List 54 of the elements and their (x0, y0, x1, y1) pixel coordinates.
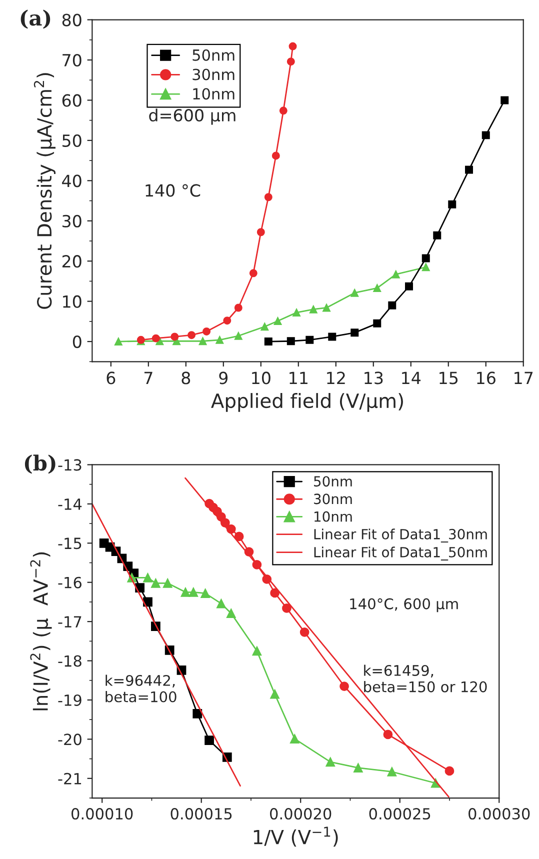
chart-title: (a) (20, 10, 50, 29)
y-tick-label: -20 (58, 734, 82, 746)
x-tick-label: 17 (514, 372, 533, 384)
y-tick-label: 10 (63, 295, 82, 308)
legend-label: 50nm (314, 476, 352, 487)
x-tick-label: 0.00030 (468, 808, 530, 820)
y-tick-label: 20 (62, 255, 82, 268)
x-tick-label: 11 (290, 372, 308, 384)
y-tick-label: -19 (58, 694, 82, 706)
x-tick-label: 6 (106, 372, 116, 384)
y-tick-label: -15 (58, 538, 82, 550)
y-axis-title: ln(I/V$^{2}$) (μ AV$^{−2}$) (30, 552, 52, 710)
y-tick-label: 0 (72, 335, 82, 348)
legend-label: 50nm (192, 49, 234, 61)
x-tick-label: 9 (219, 372, 228, 384)
x-tick-label: 0.00020 (270, 808, 332, 820)
legend-label: Linear Fit of Data1_30nm (314, 528, 487, 542)
y-axis-title: Curent Density (μA/cm$^{2}$) (34, 73, 56, 309)
y-tick-label: -14 (58, 498, 82, 510)
x-tick-label: 0.00015 (170, 808, 232, 820)
y-tick-label: -17 (58, 616, 82, 628)
legend-label: 10nm (314, 511, 352, 522)
x-tick-label: 16 (477, 372, 496, 384)
annotation: 140°C, 600 μm (350, 598, 458, 612)
y-tick-label: 80 (62, 14, 82, 26)
y-tick-label: 50 (62, 134, 82, 147)
y-tick-label: 60 (62, 94, 82, 107)
y-tick-label: 40 (62, 174, 82, 188)
x-tick-label: 7 (144, 372, 152, 384)
y-tick-label: 30 (62, 214, 82, 228)
x-tick-label: 0.00010 (72, 808, 133, 820)
x-tick-label: 15 (440, 372, 458, 384)
annotation: k=61459, beta=150 or 120 (364, 664, 487, 692)
y-tick-label: -18 (58, 655, 82, 667)
chart-title: (b) (24, 454, 56, 474)
x-tick-label: 0.00025 (369, 808, 430, 820)
x-axis-title: 1/V (V$^{−1}$) (254, 826, 338, 847)
x-axis-title: Applied field (V/μm) (211, 393, 403, 412)
y-tick-label: -13 (58, 459, 82, 471)
x-tick-label: 12 (327, 372, 345, 384)
annotation: d=600 μm (149, 108, 236, 125)
legend-label: 30nm (192, 68, 234, 80)
annotation: k=96442, beta=100 (106, 674, 176, 702)
annotation: 140 °C (146, 184, 200, 197)
y-tick-label: -21 (58, 772, 82, 784)
x-tick-label: 8 (182, 372, 190, 384)
y-tick-label: -16 (58, 576, 82, 588)
x-tick-label: 14 (402, 372, 421, 384)
legend-label: 30nm (314, 494, 352, 504)
legend-label: 10nm (193, 88, 234, 100)
legend-label: Linear Fit of Data1_50nm (314, 546, 487, 560)
y-tick-label: 70 (62, 54, 82, 67)
x-tick-label: 10 (252, 372, 270, 384)
x-tick-label: 13 (364, 372, 383, 384)
